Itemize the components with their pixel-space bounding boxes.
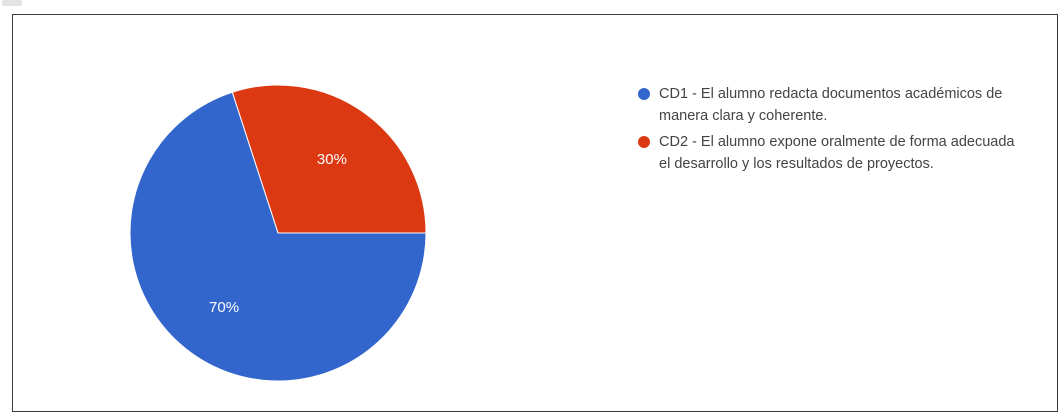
legend-item-cd2[interactable]: CD2 - El alumno expone oralmente de form… (638, 131, 1038, 175)
legend-item-cd1[interactable]: CD1 - El alumno redacta documentos acadé… (638, 83, 1038, 127)
corner-artifact (2, 0, 22, 6)
legend-marker-cd1 (638, 88, 650, 100)
legend: CD1 - El alumno redacta documentos acadé… (638, 83, 1038, 179)
legend-label-cd2: CD2 - El alumno expone oralmente de form… (659, 134, 1015, 172)
chart-frame: 30% 70% CD1 - El alumno redacta documento… (12, 14, 1058, 412)
pie-chart: 30% 70% (129, 84, 427, 382)
pie-slice-cd1[interactable] (129, 91, 427, 382)
slice-label-cd2: 30% (317, 151, 347, 168)
legend-label-cd1: CD1 - El alumno redacta documentos acadé… (659, 86, 1003, 124)
slice-label-cd1: 70% (209, 299, 239, 316)
legend-marker-cd2 (638, 136, 650, 148)
pie-slice-cd2[interactable] (231, 84, 427, 234)
